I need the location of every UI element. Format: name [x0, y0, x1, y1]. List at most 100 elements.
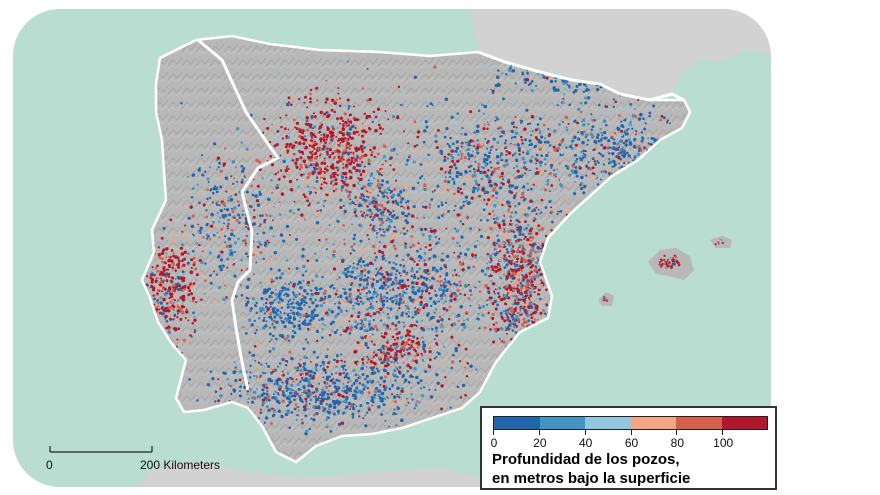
well-point — [489, 148, 492, 152]
well-point — [365, 295, 368, 298]
well-point — [514, 82, 517, 85]
well-point — [259, 408, 262, 411]
well-point — [268, 349, 272, 353]
well-point — [188, 289, 192, 293]
well-point — [508, 204, 512, 208]
well-point — [635, 130, 638, 133]
well-point — [511, 303, 514, 306]
well-point — [222, 261, 226, 265]
well-point — [364, 424, 368, 428]
well-point — [503, 254, 507, 257]
well-point — [608, 146, 611, 149]
well-point — [359, 145, 363, 149]
well-point — [520, 284, 524, 288]
well-point — [326, 365, 329, 369]
well-point — [285, 389, 288, 392]
well-point — [488, 176, 492, 179]
well-point — [422, 386, 426, 389]
well-point — [323, 183, 326, 186]
well-point — [263, 396, 267, 400]
well-point — [323, 289, 327, 293]
well-point — [537, 224, 541, 228]
well-point — [513, 290, 516, 293]
well-point — [219, 394, 223, 398]
well-point — [634, 126, 638, 130]
well-point — [510, 129, 514, 133]
well-point — [246, 255, 249, 258]
well-point — [500, 327, 504, 331]
well-point — [584, 136, 587, 139]
well-point — [506, 315, 510, 319]
well-point — [304, 95, 307, 99]
well-point — [384, 419, 387, 422]
well-point — [581, 154, 585, 158]
well-point — [172, 252, 175, 255]
well-point — [245, 285, 250, 289]
well-point — [429, 102, 433, 106]
well-point — [238, 370, 242, 374]
well-point — [537, 182, 541, 186]
well-point — [303, 195, 307, 199]
well-point — [359, 122, 363, 127]
well-point — [459, 284, 462, 287]
well-point — [234, 241, 237, 245]
well-point — [257, 417, 260, 420]
well-point — [284, 305, 286, 308]
well-point — [266, 126, 270, 130]
well-point — [390, 170, 393, 173]
well-point — [192, 256, 196, 260]
well-point — [242, 326, 245, 329]
well-point — [293, 389, 296, 392]
well-point — [542, 309, 545, 312]
well-point — [319, 364, 322, 367]
well-point — [216, 255, 221, 259]
well-point — [395, 282, 398, 285]
well-point — [417, 311, 420, 315]
well-point — [480, 177, 484, 181]
well-point — [643, 134, 646, 138]
well-point — [580, 175, 584, 180]
well-point — [457, 159, 460, 162]
well-point — [428, 292, 431, 295]
well-point — [314, 397, 318, 401]
well-point — [425, 279, 428, 281]
well-point — [327, 361, 330, 365]
well-point — [385, 291, 389, 295]
well-point — [612, 160, 616, 164]
well-point — [326, 169, 329, 172]
well-point — [352, 403, 355, 406]
well-point — [514, 303, 517, 306]
well-point — [339, 122, 341, 125]
well-point — [582, 184, 587, 189]
well-point — [621, 143, 624, 147]
well-point — [362, 401, 366, 405]
well-point — [527, 189, 530, 192]
well-point — [324, 412, 328, 416]
well-point — [626, 103, 630, 107]
well-point — [501, 175, 504, 178]
well-point — [216, 231, 219, 234]
well-point — [599, 153, 603, 156]
well-point — [376, 169, 380, 174]
well-point — [516, 309, 520, 313]
well-point — [522, 161, 527, 165]
well-point — [524, 235, 527, 239]
well-point — [327, 416, 330, 420]
well-point — [304, 414, 308, 418]
well-point — [457, 319, 460, 323]
well-point — [637, 145, 641, 148]
well-point — [356, 118, 360, 122]
well-point — [535, 171, 540, 175]
well-point — [483, 153, 487, 157]
well-point — [244, 242, 248, 245]
well-point — [262, 401, 266, 405]
well-point — [370, 396, 374, 399]
well-point — [252, 374, 256, 378]
well-point — [460, 281, 463, 284]
well-point — [167, 272, 171, 276]
well-point — [414, 307, 417, 309]
well-point — [372, 244, 376, 249]
well-point — [273, 410, 276, 413]
well-point — [311, 172, 315, 176]
well-point — [158, 283, 163, 287]
